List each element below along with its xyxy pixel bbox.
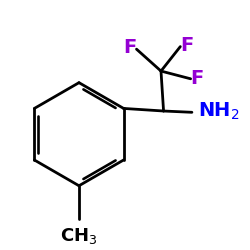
Text: F: F: [124, 38, 137, 58]
Text: NH$_2$: NH$_2$: [198, 100, 240, 122]
Text: F: F: [180, 36, 194, 55]
Text: F: F: [190, 69, 204, 88]
Text: CH$_3$: CH$_3$: [60, 226, 98, 246]
